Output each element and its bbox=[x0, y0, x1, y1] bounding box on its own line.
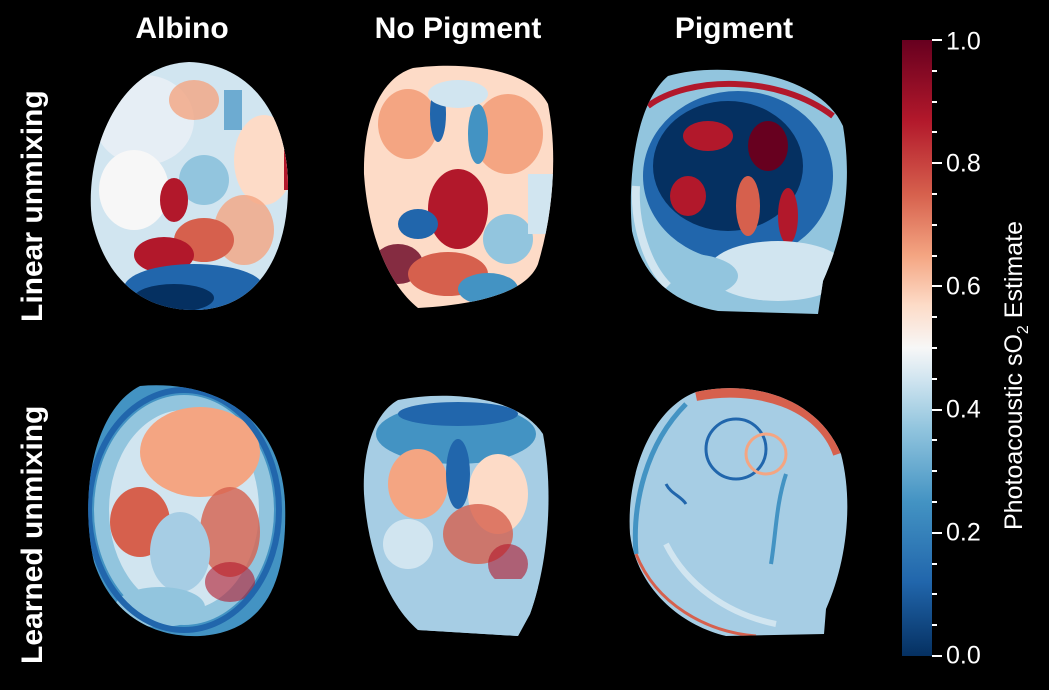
colorbar-tick-mark bbox=[932, 254, 937, 257]
image-linear-pigment bbox=[628, 66, 852, 314]
colorbar-tick-mark bbox=[932, 347, 937, 349]
colorbar-tick-mark bbox=[932, 162, 942, 165]
colorbar-tick-mark bbox=[932, 39, 942, 41]
colorbar-tick-mark bbox=[932, 69, 937, 72]
colorbar-tick-mark bbox=[932, 193, 937, 195]
column-title-albino: Albino bbox=[135, 12, 229, 45]
colorbar-tick-mark bbox=[932, 562, 937, 565]
colorbar-tick-mark bbox=[932, 100, 937, 103]
colorbar-tick-mark bbox=[932, 531, 942, 534]
colorbar-tick-mark bbox=[932, 501, 937, 503]
row-title-linear: Linear unmixing bbox=[16, 90, 49, 322]
colorbar-tick-mark bbox=[932, 593, 937, 596]
image-linear-no-pigment bbox=[358, 64, 558, 310]
colorbar-tick-mark bbox=[932, 316, 937, 319]
colorbar-tick-3: 0.6 bbox=[946, 272, 981, 301]
colorbar-tick-mark bbox=[932, 439, 937, 442]
colorbar bbox=[902, 40, 932, 656]
colorbar-tick-mark bbox=[932, 223, 937, 226]
colorbar-tick-5: 1.0 bbox=[946, 27, 981, 56]
colorbar-tick-mark bbox=[932, 470, 937, 473]
colorbar-tick-0: 0.0 bbox=[946, 641, 981, 670]
colorbar-tick-mark bbox=[932, 377, 937, 380]
colorbar-tick-mark bbox=[932, 408, 942, 411]
colorbar-tick-2: 0.4 bbox=[946, 395, 981, 424]
image-linear-albino bbox=[84, 60, 294, 312]
colorbar-tick-mark bbox=[932, 655, 942, 657]
column-title-no-pigment: No Pigment bbox=[374, 12, 542, 45]
image-learned-no-pigment bbox=[358, 394, 554, 638]
column-title-pigment: Pigment bbox=[674, 12, 794, 45]
colorbar-tick-1: 0.2 bbox=[946, 518, 981, 547]
image-learned-pigment bbox=[626, 384, 854, 638]
colorbar-tick-mark bbox=[932, 285, 942, 288]
row-title-learned: Learned unmixing bbox=[16, 405, 49, 664]
colorbar-tick-mark bbox=[932, 624, 937, 627]
colorbar-tick-4: 0.8 bbox=[946, 149, 981, 178]
colorbar-label: Photoacoustic sO2 Estimate bbox=[1000, 220, 1032, 530]
colorbar-tick-mark bbox=[932, 131, 937, 134]
image-learned-albino bbox=[80, 382, 288, 638]
